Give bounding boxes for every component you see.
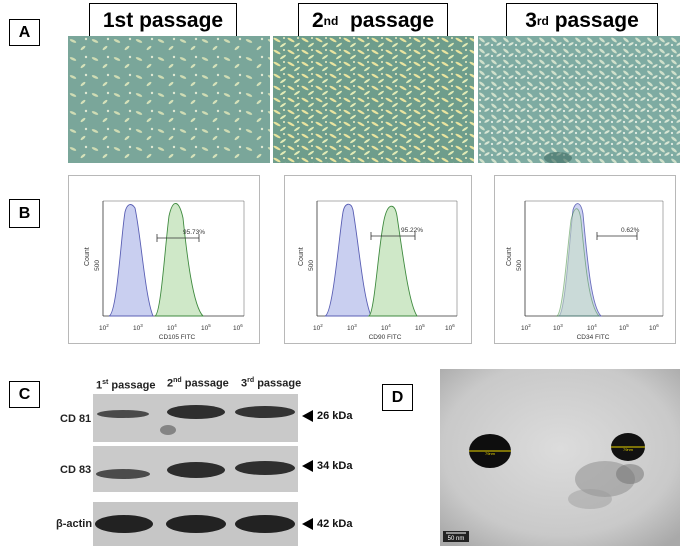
blot-protein-cd81: CD 81 — [60, 413, 92, 425]
svg-text:102: 102 — [521, 323, 531, 332]
blot-size-26kda: 26 kDa — [302, 410, 352, 422]
blot-lane-3-header: 3rd passage — [241, 377, 302, 390]
panel-label-d: D — [382, 384, 413, 411]
svg-text:104: 104 — [167, 323, 177, 332]
flow-2-xlabel: CD90 FITC — [369, 334, 402, 341]
tem-micrograph: 79nm 79nm 50 nm — [440, 369, 680, 546]
flow-2-ytick: 500 — [308, 260, 315, 271]
micrograph-passage-3 — [478, 36, 680, 163]
particle-1-label: 79nm — [485, 451, 496, 456]
svg-text:105: 105 — [619, 323, 629, 332]
svg-text:103: 103 — [347, 323, 357, 332]
flow-2-ylabel: Count — [298, 247, 305, 266]
svg-text:106: 106 — [233, 323, 243, 332]
blot-strip-cd83 — [93, 446, 298, 492]
panel-label-c: C — [9, 381, 40, 408]
flow-histogram-cd34: Count 500 0.62% 102 103 104 105 106 CD34… — [494, 175, 676, 344]
particle-2-label: 79nm — [623, 447, 634, 452]
blot-protein-beta-actin: β-actin — [56, 518, 93, 530]
svg-text:102: 102 — [99, 323, 109, 332]
blot-strip-beta-actin — [93, 502, 298, 546]
svg-text:106: 106 — [649, 323, 659, 332]
svg-text:104: 104 — [381, 323, 391, 332]
panel-label-a: A — [9, 19, 40, 46]
svg-text:104: 104 — [587, 323, 597, 332]
tem-scale-bar: 50 nm — [448, 536, 465, 542]
svg-text:105: 105 — [415, 323, 425, 332]
triangle-left-icon — [302, 460, 313, 472]
svg-text:106: 106 — [445, 323, 455, 332]
micrograph-passage-2 — [273, 36, 474, 163]
svg-text:102: 102 — [313, 323, 323, 332]
flow-histogram-cd105: Count 500 95.73% 102 103 104 105 106 CD1… — [68, 175, 260, 344]
flow-1-xlabel: CD105 FITC — [159, 334, 196, 341]
svg-text:103: 103 — [133, 323, 143, 332]
svg-text:103: 103 — [553, 323, 563, 332]
passage-1-title: 1st passage — [89, 3, 237, 39]
svg-text:105: 105 — [201, 323, 211, 332]
flow-2-percent: 95.22% — [401, 227, 423, 234]
blot-strip-cd81 — [93, 394, 298, 442]
triangle-left-icon — [302, 518, 313, 530]
panel-label-b: B — [9, 199, 40, 228]
flow-3-percent: 0.62% — [621, 227, 640, 234]
flow-3-xlabel: CD34 FITC — [577, 334, 610, 341]
micrograph-passage-1 — [68, 36, 270, 163]
blot-lane-2-header: 2nd passage — [167, 377, 229, 390]
flow-1-ytick: 500 — [94, 260, 101, 271]
triangle-left-icon — [302, 410, 313, 422]
flow-1-ylabel: Count — [84, 247, 91, 266]
flow-histogram-cd90: Count 500 95.22% 102 103 104 105 106 CD9… — [284, 175, 472, 344]
flow-3-ylabel: Count — [506, 247, 513, 266]
flow-3-ytick: 500 — [516, 260, 523, 271]
blot-size-34kda: 34 kDa — [302, 460, 352, 472]
flow-1-percent: 95.73% — [183, 229, 205, 236]
blot-protein-cd83: CD 83 — [60, 464, 92, 476]
blot-lane-1-header: 1st passage — [96, 379, 156, 392]
blot-size-42kda: 42 kDa — [302, 518, 352, 530]
